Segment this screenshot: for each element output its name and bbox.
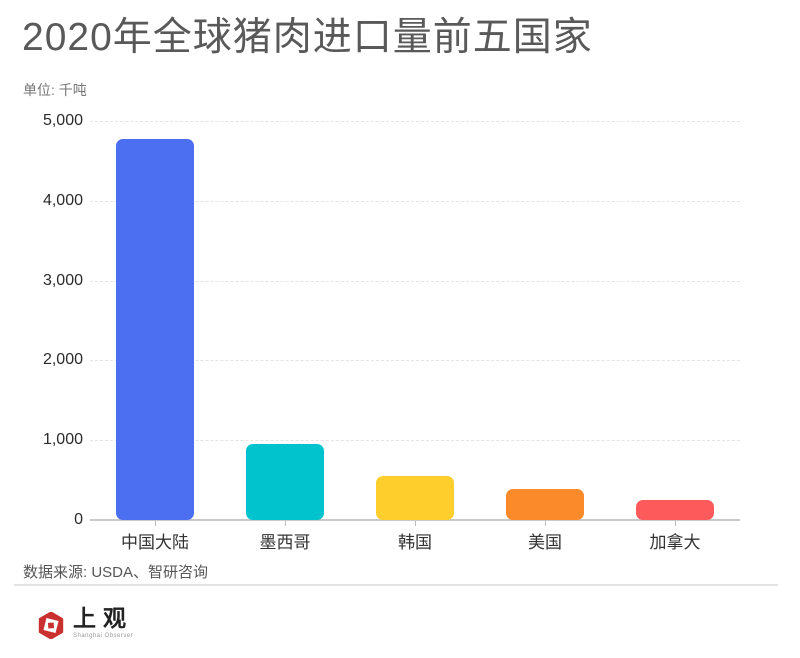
data-source-label: 数据来源: USDA、智研咨询 xyxy=(23,564,209,581)
x-axis-tick xyxy=(285,521,286,526)
footer-divider xyxy=(14,584,778,586)
x-axis-line xyxy=(90,519,740,521)
y-axis-tick-label: 2,000 xyxy=(42,351,83,369)
x-axis-category-label: 中国大陆 xyxy=(121,533,189,552)
x-axis-category-label: 加拿大 xyxy=(649,533,701,552)
y-axis-tick-label: 3,000 xyxy=(42,271,83,289)
y-axis-tick-label: 4,000 xyxy=(42,191,83,209)
chart-title: 2020年全球猪肉进口量前五国家 xyxy=(22,16,593,59)
x-axis-tick xyxy=(155,521,156,526)
x-axis-tick xyxy=(545,521,546,526)
logo-en-text: Shanghai Observer xyxy=(73,632,134,639)
bar-墨西哥 xyxy=(246,444,324,520)
y-axis-tick-label: 0 xyxy=(74,511,83,528)
logo-hexagon-icon xyxy=(38,612,64,639)
gridline-5000 xyxy=(90,121,740,122)
x-axis-category-label: 韩国 xyxy=(398,533,432,552)
bar-加拿大 xyxy=(636,500,714,520)
x-axis-category-label: 墨西哥 xyxy=(259,533,311,552)
gridline-1000 xyxy=(90,440,740,442)
y-axis-tick-label: 5,000 xyxy=(42,112,83,129)
gridline-4000 xyxy=(90,200,740,202)
x-axis-tick xyxy=(675,521,676,526)
unit-label: 单位: 千吨 xyxy=(23,82,87,98)
x-axis-category-label: 美国 xyxy=(528,533,562,552)
gridline-2000 xyxy=(90,360,740,362)
shanghai-observer-logo: 上观 Shanghai Observer xyxy=(38,606,133,639)
y-axis-tick-label: 1,000 xyxy=(42,431,83,449)
bar-韩国 xyxy=(376,476,454,520)
x-axis-tick xyxy=(415,521,416,526)
bar-中国大陆 xyxy=(116,138,194,520)
bar-美国 xyxy=(506,488,584,520)
logo-cn-text: 上观 xyxy=(73,606,133,632)
gridline-3000 xyxy=(90,280,740,282)
